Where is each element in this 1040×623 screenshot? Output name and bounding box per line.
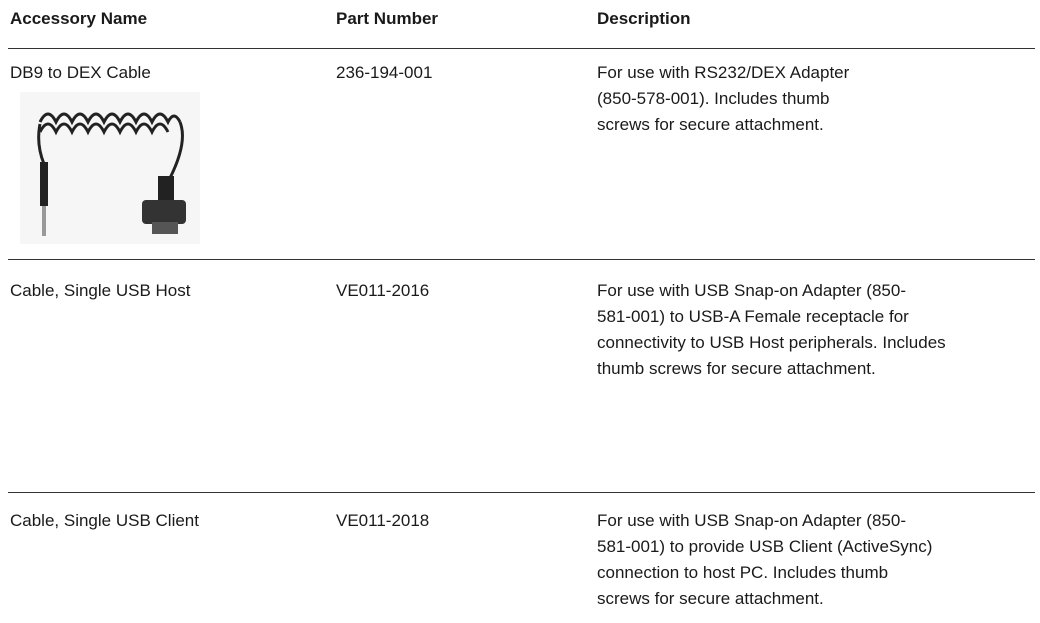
part-number: VE011-2018 [336, 511, 430, 530]
rule [8, 48, 1035, 49]
accessory-name: Cable, Single USB Host [10, 281, 191, 300]
description-line: screws for secure attachment. [597, 115, 824, 134]
description-line: For use with RS232/DEX Adapter [597, 63, 850, 82]
description-line: screws for secure attachment. [597, 589, 824, 608]
rule [8, 492, 1035, 493]
description-line: For use with USB Snap-on Adapter (850- [597, 281, 906, 300]
description-line: connection to host PC. Includes thumb [597, 563, 889, 582]
description-line: 581-001) to provide USB Client (ActiveSy… [597, 537, 933, 556]
accessory-name: DB9 to DEX Cable [10, 63, 151, 82]
header: Accessory Name [10, 9, 148, 28]
description-line: thumb screws for secure attachment. [597, 359, 876, 378]
description-line: For use with USB Snap-on Adapter (850- [597, 511, 906, 530]
header: Description [597, 9, 691, 28]
cable-image [20, 92, 200, 244]
description: For use with USB Snap-on Adapter (850- 5… [597, 278, 946, 382]
description: For use with USB Snap-on Adapter (850- 5… [597, 508, 932, 612]
description-line: 581-001) to USB-A Female receptacle for [597, 307, 909, 326]
part-number: VE011-2016 [336, 281, 430, 300]
rule [8, 259, 1035, 260]
description: For use with RS232/DEX Adapter (850-578-… [597, 60, 849, 138]
part-number: 236-194-001 [336, 63, 433, 82]
accessory-name: Cable, Single USB Client [10, 511, 199, 530]
description-line: (850-578-001). Includes thumb [597, 89, 830, 108]
description-line: connectivity to USB Host peripherals. In… [597, 333, 946, 352]
header: Part Number [336, 9, 439, 28]
